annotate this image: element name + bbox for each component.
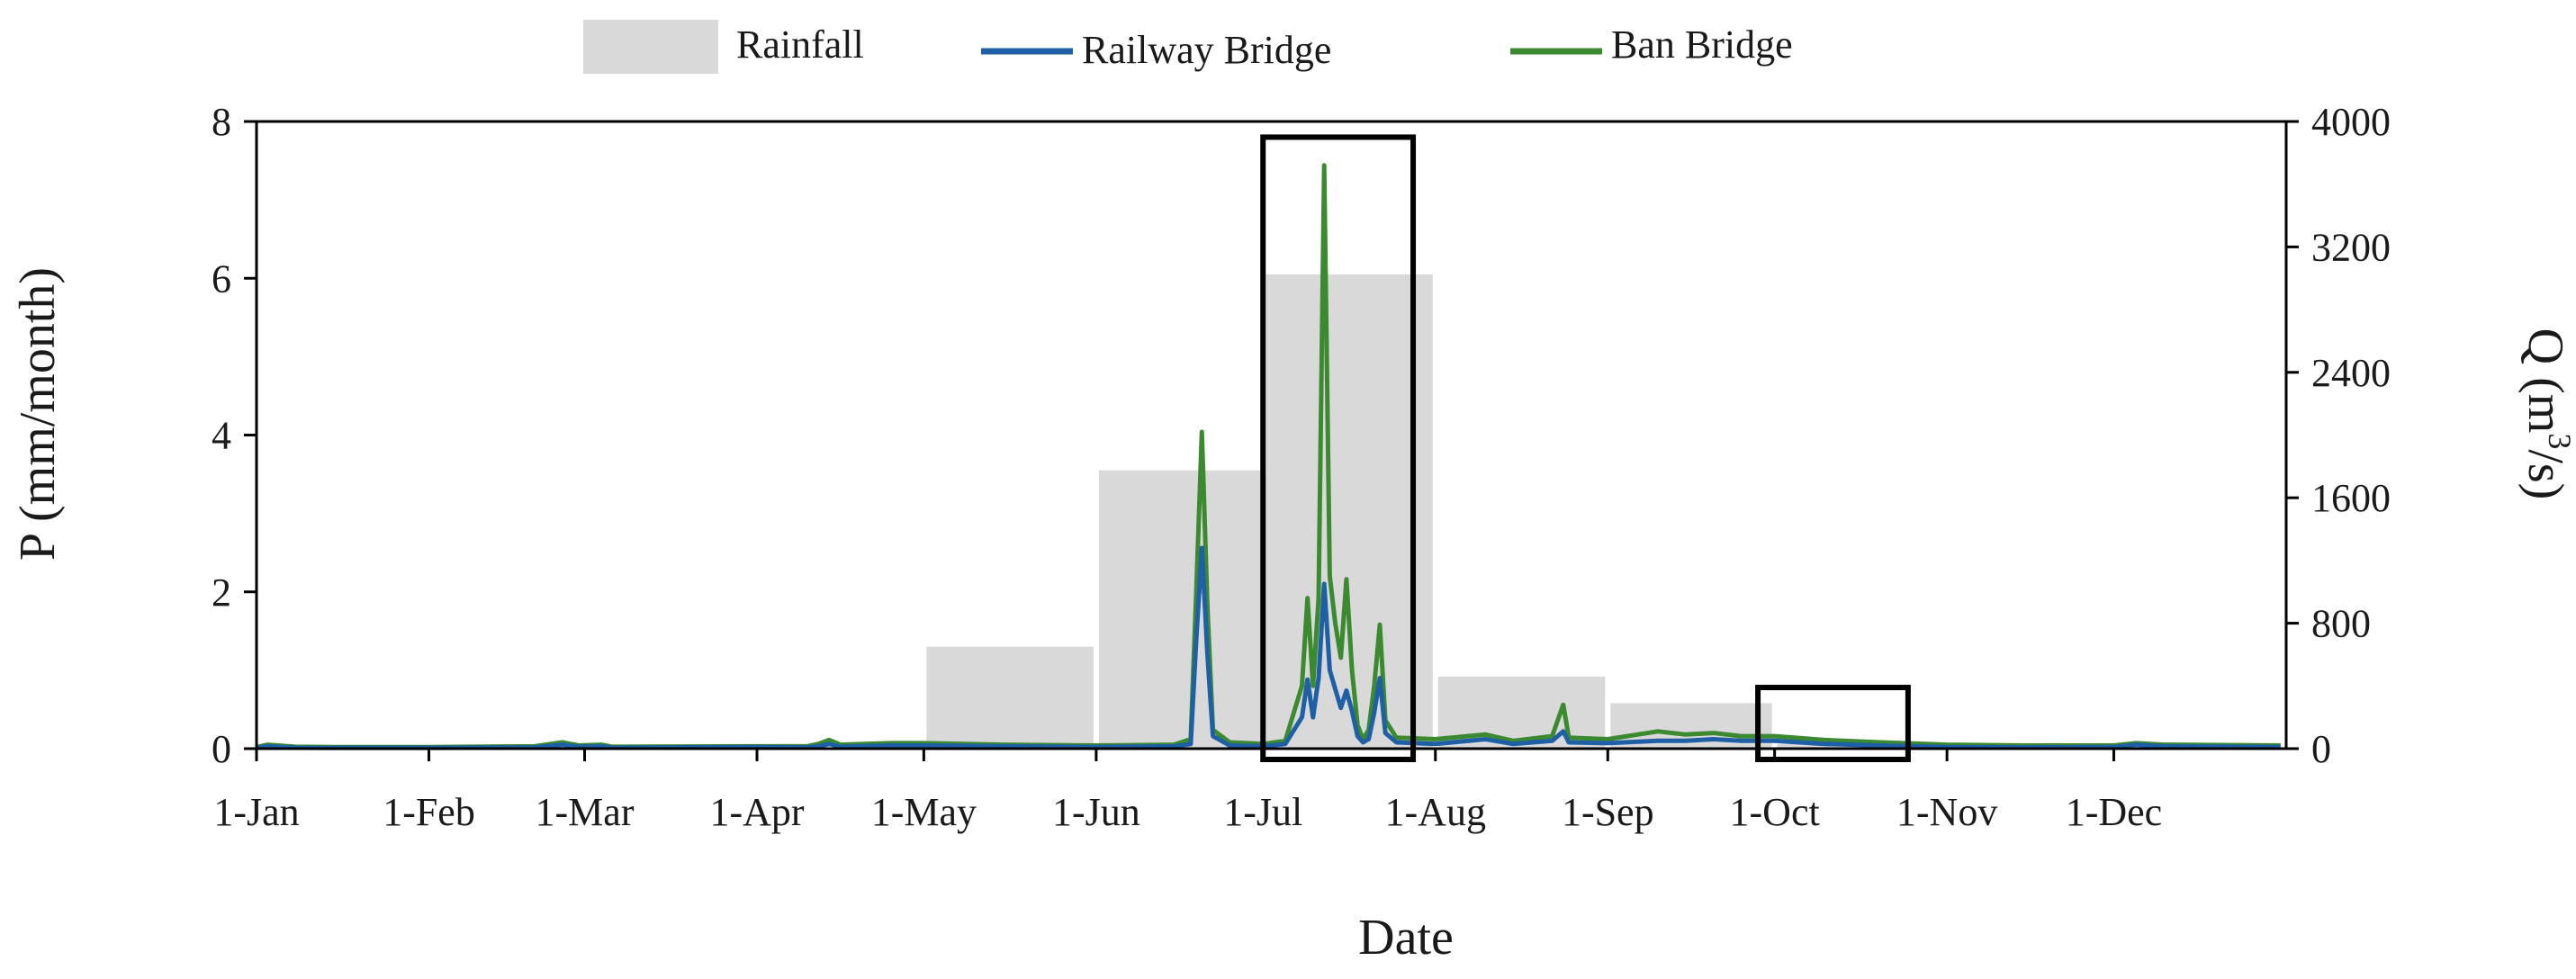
legend: Rainfall Railway Bridge Ban Bridge: [583, 20, 1793, 74]
y-right-tick-label: 4000: [2311, 100, 2391, 144]
x-tick-label: 1-Dec: [2066, 790, 2163, 834]
highlight-boxes: [1260, 134, 1911, 763]
x-tick-label: 1-May: [871, 790, 977, 834]
y-left-tick-label: 8: [212, 100, 231, 144]
x-tick-label: 1-Jun: [1052, 790, 1140, 834]
x-tick-label: 1-Jul: [1223, 790, 1302, 834]
y-right-tick-label: 0: [2311, 727, 2331, 771]
x-tick-label: 1-Apr: [709, 790, 804, 834]
x-tick-label: 1-Mar: [536, 790, 635, 834]
rainfall-bars: [926, 274, 1945, 749]
y-right-tick-label: 1600: [2311, 476, 2391, 520]
y-right-tick-label: 2400: [2311, 351, 2391, 395]
x-axis: 1-Jan 1-Feb 1-Mar 1-Apr 1-May 1-Jun 1-Jul 1-Aug…: [213, 749, 2162, 834]
y-axis-right-title-base: Q (m: [2517, 328, 2573, 434]
highlight-box: [1755, 685, 1911, 762]
y-right-tick-label: 3200: [2311, 225, 2391, 269]
y-left-tick-label: 6: [212, 256, 231, 301]
legend-label-ban-bridge: Ban Bridge: [1611, 22, 1793, 67]
y-axis-right-title: Q (m3/s): [2517, 328, 2576, 500]
x-tick-label: 1-Aug: [1385, 790, 1486, 834]
legend-label-railway-bridge: Railway Bridge: [1082, 28, 1331, 72]
x-tick-label: 1-Nov: [1896, 790, 1997, 834]
y-right-tick-label: 800: [2311, 602, 2371, 646]
y-axis-left-title: P (mm/month): [10, 267, 66, 561]
y-axis-left: 0 2 4 6 8: [212, 100, 257, 771]
y-axis-right-title-end: /s): [2517, 449, 2573, 499]
y-axis-right-title-sup: 3: [2542, 433, 2576, 449]
highlight-box: [1260, 134, 1417, 763]
rainfall-bar: [1098, 470, 1261, 749]
y-left-tick-label: 4: [212, 414, 231, 458]
x-tick-label: 1-Feb: [383, 790, 475, 834]
rainfall-bar: [1265, 274, 1433, 749]
x-tick-label: 1-Sep: [1562, 790, 1654, 834]
legend-label-rainfall: Rainfall: [736, 22, 864, 67]
y-left-tick-label: 0: [212, 727, 231, 771]
y-axis-right: 0 800 1600 2400 3200 4000: [2286, 100, 2391, 771]
x-tick-label: 1-Jan: [213, 790, 299, 834]
rainfall-bar: [926, 646, 1094, 749]
x-tick-label: 1-Oct: [1730, 790, 1820, 834]
x-axis-title: Date: [1358, 910, 1454, 966]
y-left-tick-label: 2: [212, 570, 231, 615]
legend-swatch-rainfall: [583, 20, 718, 74]
